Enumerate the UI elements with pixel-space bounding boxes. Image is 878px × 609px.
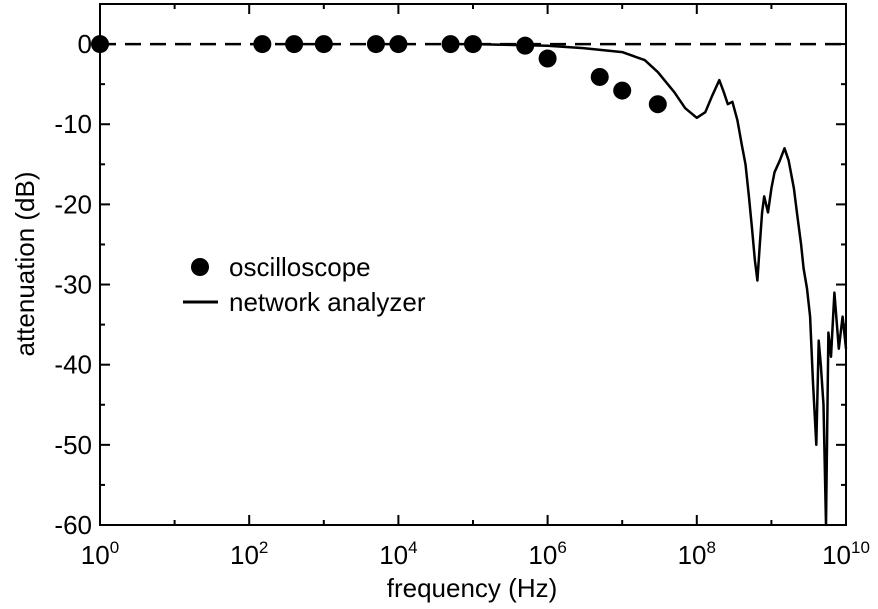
x-tick-exponent: 8 bbox=[707, 538, 716, 557]
y-tick-label: -10 bbox=[54, 109, 92, 139]
x-tick-label: 1010 bbox=[822, 538, 870, 570]
x-tick-label: 106 bbox=[528, 538, 566, 570]
series-oscilloscope-point bbox=[253, 35, 272, 54]
x-tick-label: 104 bbox=[379, 538, 417, 570]
x-tick-base: 10 bbox=[678, 540, 707, 570]
series-oscilloscope-point bbox=[366, 35, 385, 54]
y-tick-label: -40 bbox=[54, 350, 92, 380]
x-tick-base: 10 bbox=[81, 540, 110, 570]
legend: oscilloscope network analyzer bbox=[183, 252, 426, 317]
x-tick-base: 10 bbox=[528, 540, 557, 570]
legend-marker-oscilloscope bbox=[191, 258, 209, 276]
legend-label-network-analyzer: network analyzer bbox=[229, 287, 426, 317]
y-tick-label: -20 bbox=[54, 189, 92, 219]
x-axis-title: frequency (Hz) bbox=[387, 573, 558, 603]
x-tick-label: 102 bbox=[230, 538, 268, 570]
series-network-analyzer-line bbox=[472, 42, 848, 527]
series-oscilloscope-point bbox=[441, 35, 460, 54]
y-tick-label: -60 bbox=[54, 510, 92, 540]
x-tick-exponent: 4 bbox=[408, 538, 417, 557]
series-oscilloscope-point bbox=[648, 95, 667, 114]
legend-label-oscilloscope: oscilloscope bbox=[229, 252, 371, 282]
series-oscilloscope-point bbox=[538, 49, 557, 68]
x-tick-exponent: 10 bbox=[851, 538, 870, 557]
x-tick-base: 10 bbox=[822, 540, 851, 570]
x-tick-label: 108 bbox=[678, 538, 716, 570]
y-tick-label: -30 bbox=[54, 270, 92, 300]
series-oscilloscope-point bbox=[464, 35, 482, 54]
plot-frame bbox=[99, 3, 847, 526]
series-oscilloscope-point bbox=[590, 67, 609, 86]
x-tick-base: 10 bbox=[230, 540, 259, 570]
series-oscilloscope-point bbox=[516, 36, 535, 55]
series-oscilloscope-point bbox=[389, 35, 408, 54]
x-tick-exponent: 0 bbox=[110, 538, 119, 557]
y-tick-label: -50 bbox=[54, 430, 92, 460]
x-tick-exponent: 2 bbox=[259, 538, 268, 557]
plot-layer bbox=[91, 35, 848, 527]
x-tick-base: 10 bbox=[379, 540, 408, 570]
series-oscilloscope-point bbox=[285, 35, 304, 54]
series-oscilloscope-point bbox=[314, 35, 333, 54]
y-tick-label: 0 bbox=[78, 29, 92, 59]
y-axis-title: attenuation (dB) bbox=[10, 171, 40, 356]
series-oscilloscope-point bbox=[613, 81, 632, 100]
x-tick-exponent: 6 bbox=[557, 538, 566, 557]
x-tick-label: 100 bbox=[81, 538, 119, 570]
